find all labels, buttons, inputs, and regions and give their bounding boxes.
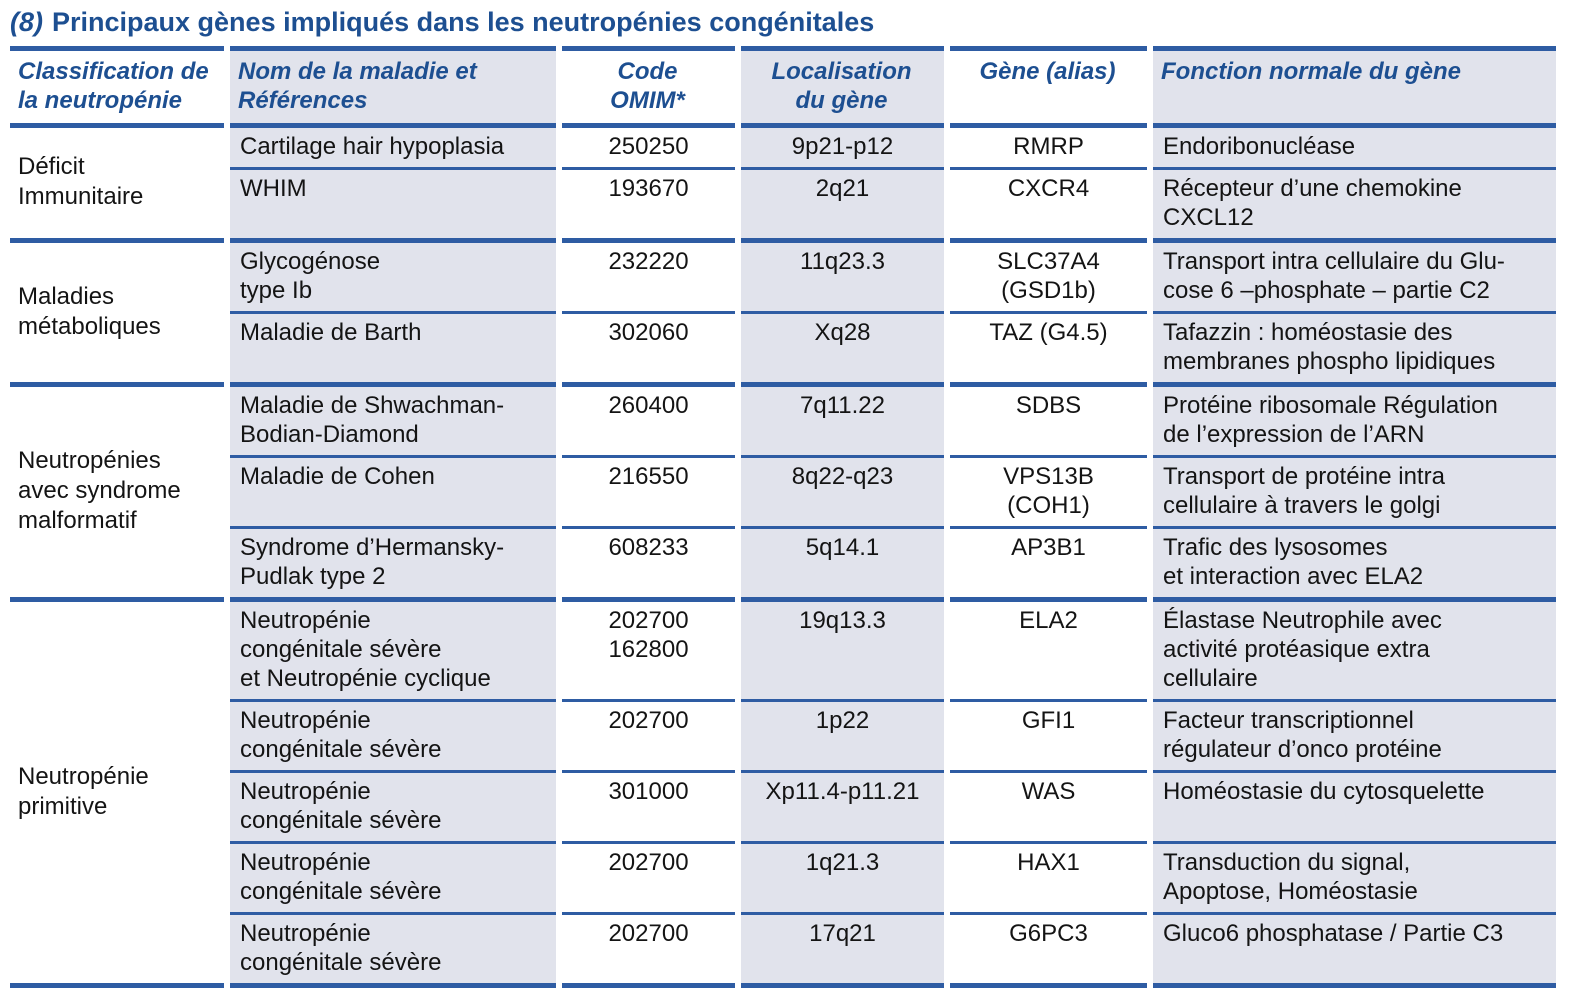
function-cell: Tafazzin : homéostasie des membranes pho… <box>1153 314 1556 387</box>
disease-cell: Maladie de Barth <box>230 314 556 387</box>
omim-cell: 202700 <box>562 702 735 773</box>
omim-cell: 250250 <box>562 128 735 170</box>
disease-cell: Maladie de Shwachman- Bodian-Diamond <box>230 387 556 458</box>
disease-cell: Cartilage hair hypoplasia <box>230 128 556 170</box>
omim-cell: 232220 <box>562 243 735 314</box>
disease-cell: Neutropénie congénitale sévère <box>230 915 556 988</box>
gene-cell: WAS <box>950 773 1147 844</box>
gene-cell: AP3B1 <box>950 529 1147 602</box>
table-row: Déficit Immunitaire Cartilage hair hypopl… <box>10 128 1556 243</box>
table-row: WHIM 193670 2q21 CXCR4 Récepteur d’une chemo… <box>10 170 1556 243</box>
function-cell: Gluco6 phosphatase / Partie C3 <box>1153 915 1556 988</box>
disease-cell: WHIM <box>230 170 556 243</box>
table-row: Syndrome d’Hermansky- Pudlak type 2 60823… <box>10 529 1556 602</box>
locus-cell: 11q23.3 <box>741 243 944 314</box>
function-cell: Facteur transcriptionnel régulateur d’on… <box>1153 702 1556 773</box>
gene-cell: G6PC3 <box>950 915 1147 988</box>
omim-cell: 193670 <box>562 170 735 243</box>
column-header-gene: Gène (alias) <box>950 46 1147 128</box>
table-row: Neutropénies avec syndrome malformatif Ma… <box>10 387 1556 602</box>
locus-cell: Xq28 <box>741 314 944 387</box>
column-header-function: Fonction normale du gène <box>1153 46 1556 128</box>
table-row: Neutropénie congénitale sévère 202700 1p22… <box>10 702 1556 773</box>
gene-cell: VPS13B (COH1) <box>950 458 1147 529</box>
locus-cell: 17q21 <box>741 915 944 988</box>
classification-group-cell: Neutropénie primitive <box>10 602 224 988</box>
gene-cell: ELA2 <box>950 602 1147 702</box>
function-cell: Élastase Neutrophile avec activité proté… <box>1153 602 1556 702</box>
disease-cell: Maladie de Cohen <box>230 458 556 529</box>
table-row: Neutropénie primitive Neutropénie congéni… <box>10 602 1556 988</box>
function-cell: Transduction du signal, Apoptose, Homéos… <box>1153 844 1556 915</box>
classification-group-cell: Déficit Immunitaire <box>10 128 224 243</box>
locus-cell: 7q11.22 <box>741 387 944 458</box>
function-cell: Transport de protéine intra cellulaire à… <box>1153 458 1556 529</box>
locus-cell: 19q13.3 <box>741 602 944 702</box>
function-cell: Trafic des lysosomes et interaction avec… <box>1153 529 1556 602</box>
column-header-omim: Code OMIM* <box>562 46 735 128</box>
omim-cell: 202700 162800 <box>562 602 735 702</box>
table-row: Maladie de Barth 302060 Xq28 TAZ (G4.5) Tafa… <box>10 314 1556 387</box>
table-row: Neutropénie congénitale sévère 301000 Xp11… <box>10 773 1556 844</box>
table-title-text: Principaux gènes impliqués dans les neut… <box>52 7 875 37</box>
omim-cell: 202700 <box>562 844 735 915</box>
column-header-disease: Nom de la maladie et Références <box>230 46 556 128</box>
function-cell: Récepteur d’une chemokine CXCL12 <box>1153 170 1556 243</box>
header-row: Classification de la neutropénie Nom de l… <box>10 46 1556 128</box>
omim-cell: 302060 <box>562 314 735 387</box>
gene-cell: GFI1 <box>950 702 1147 773</box>
function-cell: Endoribonucléase <box>1153 128 1556 170</box>
table-row: Neutropénie congénitale sévère 202700 17q2… <box>10 915 1556 988</box>
disease-cell: Syndrome d’Hermansky- Pudlak type 2 <box>230 529 556 602</box>
table-row: Maladie de Cohen 216550 8q22-q23 VPS13B (CO… <box>10 458 1556 529</box>
classification-group-cell: Neutropénies avec syndrome malformatif <box>10 387 224 602</box>
table-row: Neutropénie congénitale sévère 202700 1q21… <box>10 844 1556 915</box>
column-header-classification: Classification de la neutropénie <box>10 46 224 128</box>
column-header-locus: Localisation du gène <box>741 46 944 128</box>
disease-cell: Glycogénose type Ib <box>230 243 556 314</box>
function-cell: Protéine ribosomale Régulation de l’expr… <box>1153 387 1556 458</box>
omim-cell: 608233 <box>562 529 735 602</box>
omim-cell: 202700 <box>562 915 735 988</box>
gene-cell: HAX1 <box>950 844 1147 915</box>
locus-cell: 2q21 <box>741 170 944 243</box>
omim-cell: 216550 <box>562 458 735 529</box>
disease-cell: Neutropénie congénitale sévère <box>230 702 556 773</box>
gene-cell: TAZ (G4.5) <box>950 314 1147 387</box>
gene-cell: RMRP <box>950 128 1147 170</box>
gene-cell: SLC37A4 (GSD1b) <box>950 243 1147 314</box>
classification-group-cell: Maladies métaboliques <box>10 243 224 387</box>
genes-table-body: Classification de la neutropénie Nom de l… <box>10 46 1556 988</box>
disease-cell: Neutropénie congénitale sévère et Neutro… <box>230 602 556 702</box>
disease-cell: Neutropénie congénitale sévère <box>230 773 556 844</box>
gene-cell: SDBS <box>950 387 1147 458</box>
omim-cell: 260400 <box>562 387 735 458</box>
locus-cell: 9p21-p12 <box>741 128 944 170</box>
locus-cell: 8q22-q23 <box>741 458 944 529</box>
locus-cell: 5q14.1 <box>741 529 944 602</box>
table-title: (8) Principaux gènes impliqués dans les n… <box>10 7 1574 38</box>
locus-cell: Xp11.4-p11.21 <box>741 773 944 844</box>
omim-cell: 301000 <box>562 773 735 844</box>
function-cell: Homéostasie du cytosquelette <box>1153 773 1556 844</box>
locus-cell: 1q21.3 <box>741 844 944 915</box>
locus-cell: 1p22 <box>741 702 944 773</box>
disease-cell: Neutropénie congénitale sévère <box>230 844 556 915</box>
table-title-number: (8) <box>10 7 43 37</box>
function-cell: Transport intra cellulaire du Glu- cose … <box>1153 243 1556 314</box>
gene-cell: CXCR4 <box>950 170 1147 243</box>
table-row: Maladies métaboliques Glycogénose type Ib… <box>10 243 1556 387</box>
genes-table: Classification de la neutropénie Nom de l… <box>4 46 1562 988</box>
